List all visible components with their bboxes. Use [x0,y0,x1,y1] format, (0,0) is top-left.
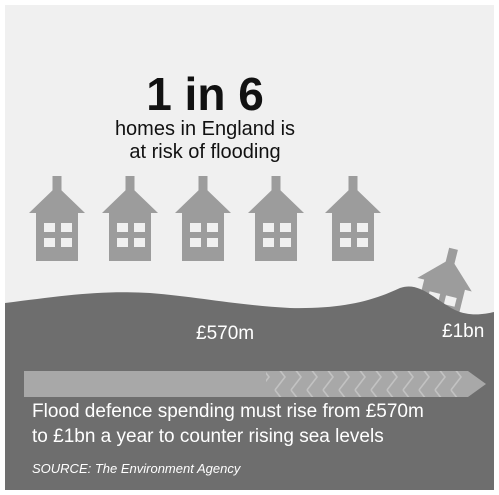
headline: 1 in 6 [146,68,264,120]
source-credit: SOURCE: The Environment Agency [32,461,241,476]
caption-line-2: to £1bn a year to counter rising sea lev… [32,426,384,447]
current-spending-label: £570m [196,323,255,344]
arrow-icon [24,371,486,397]
subtitle-line-2: at risk of flooding [129,141,281,163]
target-spending-label: £1bn [442,321,485,342]
caption-line-1: Flood defence spending must rise from £5… [32,401,424,422]
subtitle-line-1: homes in England is [114,118,296,140]
